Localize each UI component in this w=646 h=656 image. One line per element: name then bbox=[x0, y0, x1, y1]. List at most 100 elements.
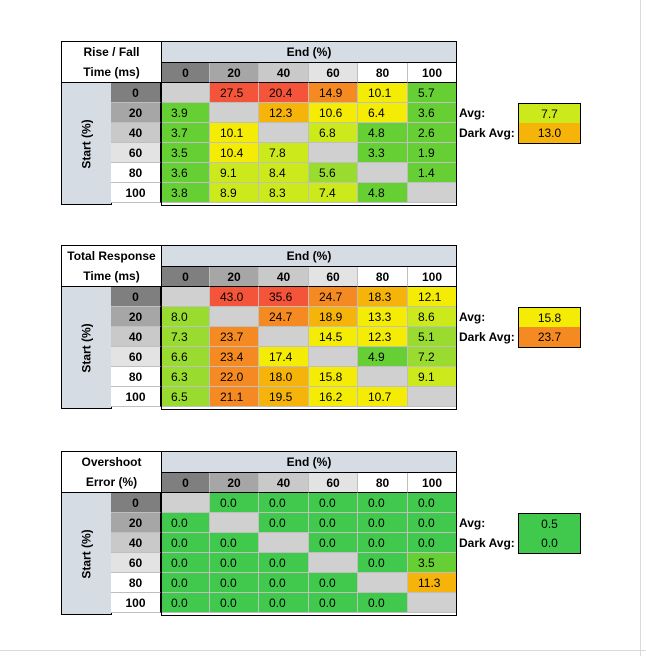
col-header-40: 40 bbox=[259, 473, 309, 493]
data-cell: 1.9 bbox=[408, 143, 457, 163]
data-cell: 9.1 bbox=[210, 163, 259, 183]
data-cell bbox=[259, 123, 309, 143]
data-cell: 7.8 bbox=[259, 143, 309, 163]
data-cell: 12.3 bbox=[259, 103, 309, 123]
data-cell: 24.7 bbox=[259, 307, 309, 327]
table-block-2: Total Response Time (ms) End (%) 0 20 40 60 80 1… bbox=[0, 245, 646, 417]
data-cell: 21.1 bbox=[210, 387, 259, 407]
data-cell: 14.9 bbox=[309, 83, 358, 103]
data-cell bbox=[161, 83, 210, 103]
data-grid-border bbox=[161, 287, 457, 410]
col-header-0: 0 bbox=[161, 473, 210, 493]
dark-avg-label: Dark Avg: bbox=[459, 536, 515, 550]
data-cell: 0.0 bbox=[358, 493, 408, 513]
data-cell: 0.0 bbox=[210, 493, 259, 513]
data-cell: 0.0 bbox=[259, 593, 309, 613]
dark-avg-label: Dark Avg: bbox=[459, 330, 515, 344]
row-header-60: 60 bbox=[111, 347, 161, 367]
data-cell: 6.3 bbox=[161, 367, 210, 387]
data-cell: 18.3 bbox=[358, 287, 408, 307]
data-cell: 0.0 bbox=[309, 573, 358, 593]
data-cell: 6.6 bbox=[161, 347, 210, 367]
row-header-80: 80 bbox=[111, 573, 161, 593]
sheet-edge-bottom bbox=[0, 650, 646, 651]
data-cell: 2.6 bbox=[408, 123, 457, 143]
col-header-60: 60 bbox=[309, 267, 358, 287]
data-cell: 10.1 bbox=[358, 83, 408, 103]
start-percent-label: Start (%) bbox=[79, 322, 94, 373]
data-cell bbox=[259, 327, 309, 347]
data-cell: 0.0 bbox=[161, 513, 210, 533]
data-cell: 24.7 bbox=[309, 287, 358, 307]
col-header-40: 40 bbox=[259, 267, 309, 287]
data-cell: 0.0 bbox=[408, 493, 457, 513]
data-cell: 0.0 bbox=[210, 573, 259, 593]
row-header-0: 0 bbox=[111, 83, 161, 103]
avg-label: Avg: bbox=[459, 310, 486, 324]
data-cell bbox=[210, 307, 259, 327]
data-cell bbox=[161, 493, 210, 513]
data-cell: 22.0 bbox=[210, 367, 259, 387]
data-cell bbox=[358, 367, 408, 387]
data-cell: 0.0 bbox=[309, 533, 358, 553]
row-header-20: 20 bbox=[111, 513, 161, 533]
avg-label: Avg: bbox=[459, 106, 486, 120]
col-header-40: 40 bbox=[259, 63, 309, 83]
data-cell: 0.0 bbox=[161, 593, 210, 613]
col-header-20: 20 bbox=[210, 473, 259, 493]
data-cell bbox=[161, 287, 210, 307]
row-header-80: 80 bbox=[111, 163, 161, 183]
col-header-60: 60 bbox=[309, 473, 358, 493]
data-cell: 4.8 bbox=[358, 123, 408, 143]
data-cell: 35.6 bbox=[259, 287, 309, 307]
data-cell: 0.0 bbox=[408, 533, 457, 553]
data-cell: 0.0 bbox=[309, 593, 358, 613]
row-header-40: 40 bbox=[111, 533, 161, 553]
data-cell bbox=[210, 103, 259, 123]
data-cell: 23.7 bbox=[210, 327, 259, 347]
table-title-line2: Time (ms) bbox=[83, 269, 140, 283]
row-header-20: 20 bbox=[111, 307, 161, 327]
data-cell: 0.0 bbox=[309, 493, 358, 513]
col-header-60: 60 bbox=[309, 63, 358, 83]
start-percent-header: Start (%) bbox=[61, 82, 112, 205]
data-cell: 3.6 bbox=[161, 163, 210, 183]
data-cell: 8.0 bbox=[161, 307, 210, 327]
data-cell: 0.0 bbox=[358, 593, 408, 613]
data-cell bbox=[210, 513, 259, 533]
avg-value: 15.8 bbox=[518, 307, 581, 328]
data-cell: 0.0 bbox=[309, 513, 358, 533]
data-cell: 0.0 bbox=[358, 533, 408, 553]
data-cell: 10.7 bbox=[358, 387, 408, 407]
data-cell: 3.5 bbox=[161, 143, 210, 163]
data-grid-border bbox=[161, 83, 457, 206]
data-cell: 0.0 bbox=[358, 553, 408, 573]
end-percent-header: End (%) bbox=[161, 245, 457, 267]
table-title-line1: Total Response bbox=[67, 249, 156, 263]
end-percent-header: End (%) bbox=[161, 451, 457, 473]
col-header-0: 0 bbox=[161, 63, 210, 83]
data-cell: 14.5 bbox=[309, 327, 358, 347]
data-cell: 20.4 bbox=[259, 83, 309, 103]
data-cell: 3.6 bbox=[408, 103, 457, 123]
data-cell: 1.4 bbox=[408, 163, 457, 183]
table-title: Overshoot Error (%) bbox=[61, 451, 162, 493]
start-percent-header: Start (%) bbox=[61, 492, 112, 615]
data-cell: 8.3 bbox=[259, 183, 309, 203]
data-cell: 5.6 bbox=[309, 163, 358, 183]
data-cell bbox=[259, 533, 309, 553]
data-cell bbox=[309, 347, 358, 367]
start-percent-header: Start (%) bbox=[61, 286, 112, 409]
data-cell: 0.0 bbox=[259, 493, 309, 513]
data-cell: 3.9 bbox=[161, 103, 210, 123]
data-cell: 12.3 bbox=[358, 327, 408, 347]
table-title: Rise / Fall Time (ms) bbox=[61, 41, 162, 83]
col-header-80: 80 bbox=[358, 267, 408, 287]
row-header-60: 60 bbox=[111, 143, 161, 163]
table-block-3: Overshoot Error (%) End (%) 0 20 40 60 80 100 Sta… bbox=[0, 451, 646, 623]
avg-value: 7.7 bbox=[518, 103, 581, 124]
col-header-80: 80 bbox=[358, 63, 408, 83]
data-cell: 8.6 bbox=[408, 307, 457, 327]
col-header-100: 100 bbox=[408, 63, 457, 83]
data-cell: 10.1 bbox=[210, 123, 259, 143]
